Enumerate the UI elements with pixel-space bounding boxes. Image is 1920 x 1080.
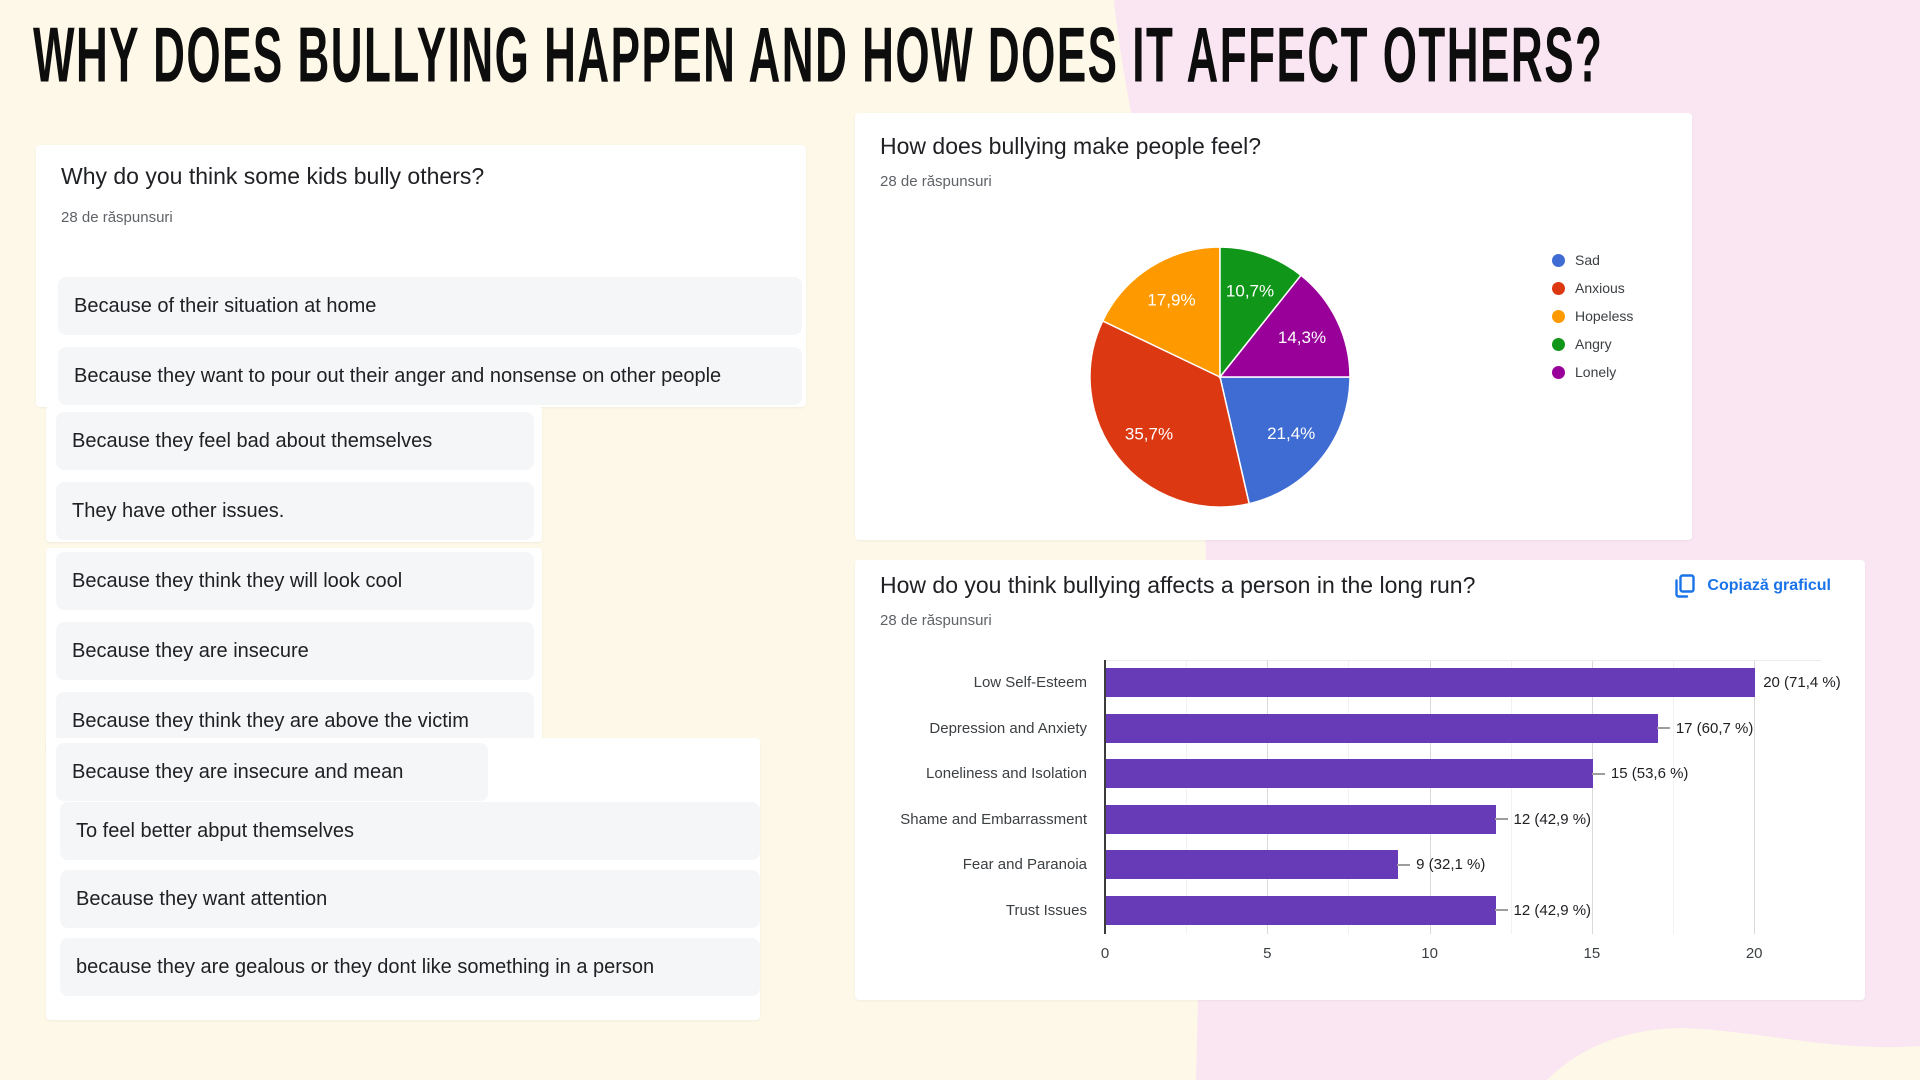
- bar: [1106, 895, 1496, 925]
- x-axis-tick-label: 15: [1583, 945, 1601, 962]
- copy-chart-label: Copiază graficul: [1707, 577, 1831, 594]
- legend-label: Sad: [1575, 252, 1600, 268]
- bar-value-connector: [1397, 863, 1411, 866]
- pie-slice-label: 10,7%: [1226, 282, 1274, 301]
- response-item: Because they are insecure and mean: [56, 743, 488, 801]
- legend-dot: [1552, 281, 1565, 295]
- response-item: because they are gealous or they dont li…: [60, 938, 760, 996]
- x-axis-tick-label: 5: [1263, 945, 1272, 962]
- legend-label: Anxious: [1575, 280, 1625, 296]
- legend-item-sad: Sad: [1552, 246, 1633, 274]
- pie-slice-anxious: [1089, 319, 1251, 508]
- bar: [1106, 850, 1399, 880]
- pie-slice-angry: [1219, 246, 1303, 380]
- question-title: Why do you think some kids bully others?: [61, 163, 485, 189]
- bar-value-label: 9 (32,1 %): [1416, 856, 1486, 873]
- x-axis-tick-label: 10: [1421, 945, 1438, 962]
- pie-chart-title: How does bullying make people feel?: [880, 133, 1262, 159]
- bar-value-connector: [1494, 818, 1508, 821]
- legend-item-angry: Angry: [1552, 330, 1633, 358]
- response-item: Because they think they will look cool: [56, 552, 534, 610]
- copy-icon: [1675, 574, 1696, 598]
- legend-dot: [1552, 309, 1565, 323]
- bar-chart: 0 5 10 15 20 Low Self-Esteem 20 (71,4 %) Depres…: [855, 660, 1865, 980]
- response-item: Because they are insecure: [56, 622, 534, 680]
- x-axis-tick-label: 20: [1745, 945, 1763, 962]
- pie-slice-label: 21,4%: [1267, 424, 1315, 443]
- legend-item-anxious: Anxious: [1552, 274, 1633, 302]
- pie-slice-label: 17,9%: [1147, 291, 1195, 310]
- bar-value-label: 17 (60,7 %): [1675, 719, 1754, 737]
- response-item: Because they want to pour out their ange…: [58, 347, 802, 405]
- bar-value-label: 15 (53,6 %): [1610, 765, 1689, 782]
- pie-slice-sad: [1219, 376, 1351, 505]
- copy-chart-button[interactable]: Copiază graficul: [1667, 570, 1837, 602]
- major-gridline: [1429, 661, 1431, 934]
- bar-category-label: Fear and Paranoia: [962, 856, 1087, 873]
- question-responses-count: 28 de răspunsuri: [61, 209, 173, 226]
- y-axis-line: [1104, 660, 1106, 934]
- legend-item-hopeless: Hopeless: [1552, 302, 1633, 330]
- minor-gridline: [1186, 661, 1188, 934]
- bar-category-label: Trust Issues: [1005, 901, 1087, 919]
- response-item: To feel better abput themselves: [60, 802, 760, 860]
- bar-chart-title: How do you think bullying affects a pers…: [880, 572, 1476, 598]
- x-axis-tick-label: 0: [1100, 945, 1110, 962]
- response-item: Because they want attention: [60, 870, 760, 928]
- bar-value-connector: [1494, 909, 1508, 912]
- bar-value-label: 12 (42,9 %): [1513, 901, 1592, 919]
- gridlines: [1105, 660, 1821, 934]
- legend-dot: [1552, 253, 1565, 267]
- responses-card: Because they feel bad about themselves Th…: [46, 406, 542, 542]
- legend-dot: [1552, 365, 1565, 379]
- legend-item-lonely: Lonely: [1552, 358, 1633, 386]
- minor-gridline: [1510, 661, 1512, 934]
- bar: [1106, 668, 1756, 698]
- major-gridline: [1591, 661, 1593, 934]
- bar-category-label: Shame and Embarrassment: [900, 810, 1087, 828]
- cream-wave-shape: [1547, 1028, 1920, 1080]
- legend-label: Hopeless: [1575, 308, 1634, 324]
- bar-value-connector: [1656, 727, 1670, 730]
- pie-slice-lonely: [1218, 274, 1351, 378]
- bar-chart-card: How do you think bullying affects a pers…: [855, 560, 1865, 1000]
- bar-responses-count: 28 de răspunsuri: [880, 612, 992, 629]
- legend-label: Angry: [1575, 336, 1612, 352]
- bar-category-label: Loneliness and Isolation: [926, 765, 1087, 782]
- responses-card: Because they are insecure and mean To fee…: [46, 738, 760, 1020]
- response-item: Because of their situation at home: [58, 277, 802, 335]
- bar-category-label: Low Self-Esteem: [973, 674, 1087, 691]
- pie-slice-hopeless: [1101, 246, 1221, 379]
- minor-gridline: [1348, 661, 1350, 934]
- bar-category-label: Depression and Anxiety: [929, 719, 1087, 737]
- pie-responses-count: 28 de răspunsuri: [880, 173, 992, 190]
- bar: [1106, 713, 1658, 743]
- major-gridline: [1267, 661, 1269, 934]
- bar-value-connector: [1591, 772, 1605, 775]
- pie-chart-card: How does bullying make people feel? 28 d…: [855, 113, 1692, 540]
- open-question-card: Why do you think some kids bully others?…: [36, 145, 806, 407]
- pie-slice-label: 14,3%: [1278, 328, 1326, 347]
- bar-value-label: 12 (42,9 %): [1513, 810, 1592, 828]
- pie-chart: 21,4% 35,7% 17,9% 10,7% 14,3%: [1089, 246, 1351, 508]
- legend-dot: [1552, 337, 1565, 351]
- legend-label: Lonely: [1575, 364, 1617, 380]
- bar: [1106, 759, 1593, 789]
- major-gridline: [1754, 661, 1756, 934]
- pie-legend: Sad Anxious Hopeless Angry Lonely: [1552, 246, 1633, 386]
- minor-gridline: [1673, 661, 1675, 934]
- bar-value-label: 20 (71,4 %): [1763, 674, 1841, 691]
- response-item: Because they feel bad about themselves: [56, 412, 534, 470]
- pie-slice-label: 35,7%: [1125, 424, 1173, 443]
- page-title: WHY DOES BULLYING HAPPEN AND HOW DOES IT…: [33, 12, 1604, 100]
- bar: [1106, 804, 1496, 834]
- responses-card: Because they think they will look cool Be…: [46, 548, 542, 754]
- response-item: They have other issues.: [56, 482, 534, 540]
